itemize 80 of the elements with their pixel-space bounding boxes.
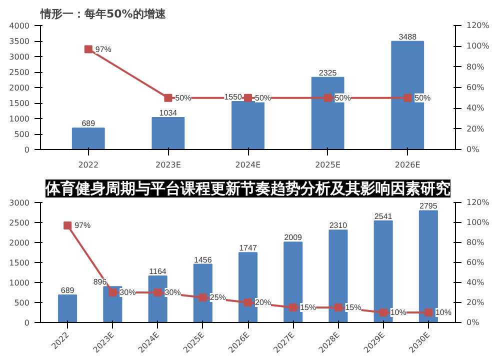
data-label: 15% (345, 303, 362, 312)
data-label: 1164 (149, 266, 167, 276)
data-label: 25% (210, 293, 226, 302)
x-tick-label: 2025E (315, 160, 341, 170)
y2-tick-label: 0% (466, 318, 480, 327)
data-label: 50% (175, 93, 192, 102)
y-tick-label: 1000 (9, 114, 30, 124)
data-label: 10% (390, 308, 406, 317)
point (289, 304, 298, 312)
y2-tick-label: 80% (466, 238, 485, 247)
data-label: 1747 (239, 244, 258, 253)
y-tick-label: 2000 (9, 238, 30, 248)
y2-tick-label: 100% (466, 218, 490, 227)
data-label: 20% (255, 298, 272, 307)
x-tick-label: 2022 (78, 160, 99, 170)
data-label: 2541 (374, 212, 393, 221)
data-label: 50% (255, 93, 272, 102)
data-label: 689 (60, 286, 75, 295)
data-label: 2009 (284, 233, 303, 242)
data-label: 15% (300, 303, 316, 312)
y2-tick-label: 60% (466, 258, 485, 267)
point (154, 288, 162, 296)
data-label: 50% (334, 93, 351, 102)
bar (374, 220, 393, 322)
y2-tick-label: 0% (466, 145, 480, 154)
bar (232, 100, 264, 150)
point (424, 308, 432, 316)
data-label: 30% (164, 288, 181, 297)
x-tick-label: 2026E (394, 160, 420, 170)
data-label: 2310 (329, 221, 348, 230)
data-label: 97% (74, 221, 91, 230)
y-tick-label: 1500 (9, 258, 30, 268)
data-label: 896 (93, 278, 108, 287)
y-tick-label: 3000 (9, 52, 30, 62)
y-tick-label: 500 (14, 298, 30, 308)
y-tick-label: 0 (24, 318, 30, 328)
data-label: 689 (82, 119, 96, 128)
y2-tick-label: 20% (466, 124, 485, 134)
y-tick-label: 1500 (9, 99, 30, 108)
y-tick-label: 4000 (9, 22, 30, 30)
y-tick-label: 2500 (9, 218, 30, 228)
data-label: 2325 (318, 68, 338, 78)
point (108, 288, 117, 296)
point (64, 222, 72, 230)
bar (72, 128, 105, 150)
y2-tick-label: 120% (466, 198, 490, 207)
data-label: 1550 (224, 92, 243, 102)
bar (152, 116, 185, 150)
y2-tick-label: 20% (466, 298, 485, 307)
data-label: 30% (120, 288, 136, 297)
y-tick-label: 1000 (9, 278, 30, 288)
point (244, 298, 252, 306)
data-label: 3488 (398, 32, 418, 42)
y2-tick-label: 100% (466, 42, 490, 51)
y-tick-label: 3500 (9, 37, 30, 46)
y2-tick-label: 60% (466, 83, 485, 92)
data-label: 97% (95, 44, 112, 54)
x-tick-label: 2023E (155, 160, 181, 170)
y-tick-label: 3000 (9, 198, 30, 208)
y2-tick-label: 120% (466, 21, 490, 30)
data-label: 1456 (194, 255, 212, 264)
point (334, 304, 342, 312)
y-tick-label: 0 (24, 146, 30, 154)
y-tick-label: 2000 (9, 84, 30, 92)
bar (418, 210, 438, 322)
chart-title: 情形一：每年50%的增速 (40, 8, 167, 20)
data-label: 50% (414, 93, 431, 102)
data-label: 10% (435, 308, 452, 317)
y-tick-label: 2500 (9, 68, 30, 77)
y2-tick-label: 80% (466, 62, 485, 72)
y2-tick-label: 40% (466, 278, 485, 287)
point (379, 308, 388, 316)
data-label: 2795 (420, 202, 438, 211)
chart-title: 体育健身周期与平台课程更新节奏趋势分析及其影响因素研究 (44, 180, 450, 198)
point (198, 294, 207, 302)
bar (58, 294, 78, 322)
y-tick-label: 500 (14, 130, 30, 139)
x-tick-label: 2024E (235, 160, 261, 170)
y2-tick-label: 40% (466, 104, 485, 113)
data-label: 1034 (159, 108, 178, 118)
